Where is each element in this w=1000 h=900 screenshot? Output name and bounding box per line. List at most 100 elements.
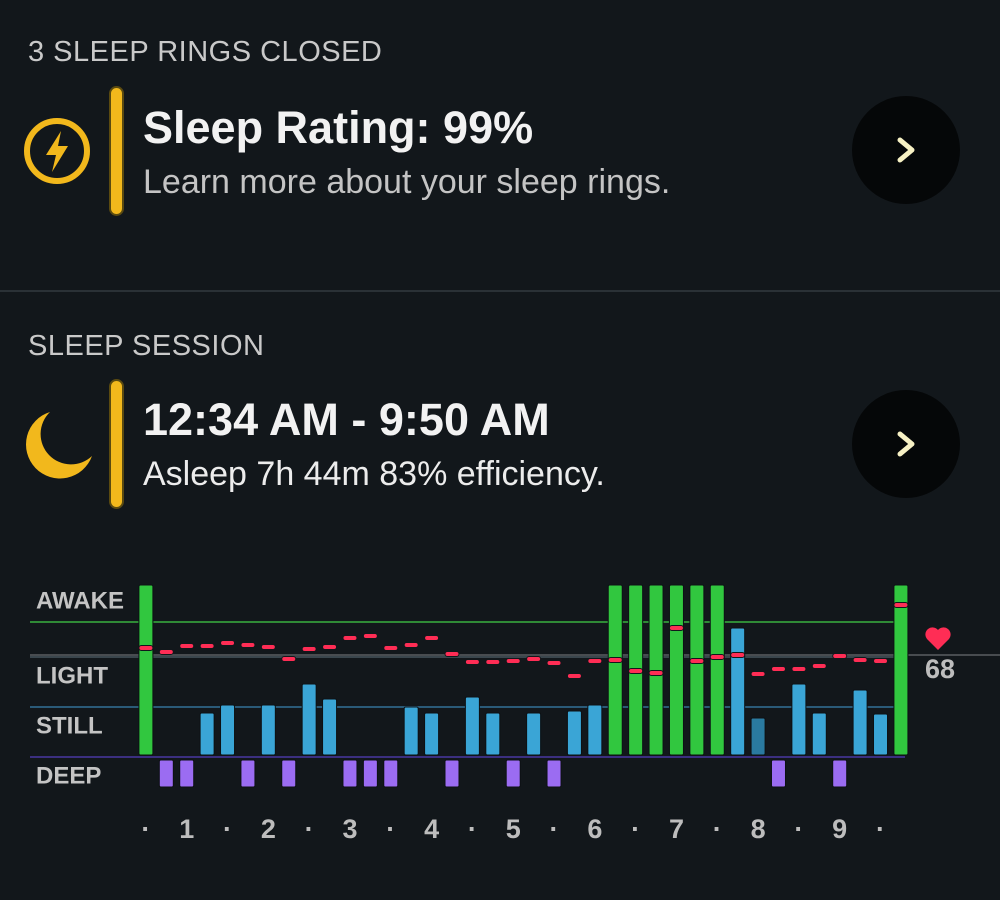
stage-bar bbox=[668, 584, 684, 756]
heart-rate-dash bbox=[260, 644, 276, 650]
heart-rate-dash bbox=[158, 649, 174, 655]
heart-rate-dash bbox=[403, 642, 419, 648]
heart-rate-dash bbox=[750, 671, 766, 677]
stage-bar bbox=[464, 696, 480, 756]
stage-bar bbox=[199, 712, 215, 756]
stage-bar bbox=[893, 584, 909, 756]
heart-icon bbox=[925, 627, 951, 650]
deep-bar bbox=[179, 759, 195, 788]
x-tick-label: 5 bbox=[506, 814, 521, 844]
x-tick-label: 6 bbox=[587, 814, 602, 844]
heart-rate-dash bbox=[546, 660, 562, 666]
heart-rate-dash bbox=[587, 658, 603, 664]
y-tick-label: STILL bbox=[36, 712, 103, 739]
deep-bar bbox=[444, 759, 460, 788]
y2-tick-label: 68 bbox=[925, 654, 955, 684]
accent-bar bbox=[109, 379, 124, 509]
x-tick-label: 7 bbox=[669, 814, 684, 844]
stage-bar bbox=[526, 712, 542, 756]
sleep-chart: AWAKE LIGHT STILL DEEP 68 · 1 · 2 · 3 · 4 · 5 · 6 · 7 · 8 · 9 · bbox=[30, 584, 1000, 844]
stage-bar bbox=[730, 627, 746, 756]
heart-rate-dash bbox=[689, 658, 705, 664]
x-tick-label: · bbox=[386, 814, 395, 844]
deep-bar bbox=[770, 759, 786, 788]
stage-bar bbox=[485, 712, 501, 756]
heart-rate-dash bbox=[730, 652, 746, 658]
x-tick-label: · bbox=[468, 814, 477, 844]
heart-rate-dash bbox=[485, 659, 501, 665]
x-tick-label: · bbox=[223, 814, 232, 844]
heart-rate-dash bbox=[179, 643, 195, 649]
heart-rate-dash bbox=[770, 666, 786, 672]
heart-rate-dash bbox=[301, 646, 317, 652]
accent-bar bbox=[109, 86, 124, 216]
heart-rate-dash bbox=[526, 656, 542, 662]
deep-bar bbox=[158, 759, 174, 788]
heart-rate-dash bbox=[322, 644, 338, 650]
heart-rate-dash bbox=[832, 653, 848, 659]
stage-bar bbox=[322, 698, 338, 756]
stage-bar bbox=[852, 689, 868, 756]
stage-bar bbox=[607, 584, 623, 756]
x-tick-label: · bbox=[550, 814, 559, 844]
deep-bar bbox=[832, 759, 848, 788]
heart-rate-dash bbox=[628, 668, 644, 674]
stage-bar bbox=[689, 584, 705, 756]
deep-bar bbox=[240, 759, 256, 788]
heart-rate-dash bbox=[444, 651, 460, 657]
heart-rate-dash bbox=[505, 658, 521, 664]
x-tick-label: 8 bbox=[751, 814, 766, 844]
x-tick-label: · bbox=[713, 814, 722, 844]
open-button[interactable] bbox=[852, 96, 960, 204]
section-heading: SLEEP SESSION bbox=[28, 330, 264, 362]
heart-rate-dash bbox=[362, 633, 378, 639]
x-tick-label: 2 bbox=[261, 814, 276, 844]
heart-rate-dash bbox=[873, 658, 889, 664]
stage-bar bbox=[138, 584, 154, 756]
stage-bar bbox=[709, 584, 725, 756]
heart-rate-dash bbox=[424, 635, 440, 641]
heart-rate-dash bbox=[668, 625, 684, 631]
y-tick-label: LIGHT bbox=[36, 662, 108, 689]
stage-bar bbox=[424, 712, 440, 756]
open-button[interactable] bbox=[852, 390, 960, 498]
heart-rate-dash bbox=[464, 659, 480, 665]
moon-icon bbox=[26, 412, 92, 479]
stage-bar bbox=[301, 683, 317, 756]
y-tick-label: AWAKE bbox=[36, 587, 124, 614]
section-heading: 3 SLEEP RINGS CLOSED bbox=[28, 36, 382, 68]
stage-bar bbox=[260, 704, 276, 756]
x-tick-label: · bbox=[876, 814, 885, 844]
x-tick-label: · bbox=[141, 814, 150, 844]
x-tick-label: 3 bbox=[342, 814, 357, 844]
divider bbox=[0, 290, 1000, 292]
heart-rate-dash bbox=[852, 657, 868, 663]
deep-bar bbox=[342, 759, 358, 788]
rating-title: Sleep Rating: 99% bbox=[143, 102, 533, 153]
heart-rate-dash bbox=[648, 670, 664, 676]
deep-bar bbox=[281, 759, 297, 788]
x-tick-label: 9 bbox=[832, 814, 847, 844]
deep-bar bbox=[383, 759, 399, 788]
stage-bar bbox=[566, 710, 582, 756]
session-summary: Asleep 7h 44m 83% efficiency. bbox=[143, 455, 605, 493]
heart-rate-dash bbox=[709, 654, 725, 660]
heart-rate-dash bbox=[342, 635, 358, 641]
heart-rate-dash bbox=[220, 640, 236, 646]
session-time: 12:34 AM - 9:50 AM bbox=[143, 394, 550, 445]
x-tick-label: 4 bbox=[424, 814, 439, 844]
heart-rate-dash bbox=[607, 657, 623, 663]
y-tick-label: DEEP bbox=[36, 762, 101, 789]
stage-bar bbox=[791, 683, 807, 756]
heart-rate-dash bbox=[281, 656, 297, 662]
stage-bar bbox=[873, 713, 889, 756]
heart-rate-dash bbox=[383, 645, 399, 651]
stage-bar bbox=[811, 712, 827, 756]
heart-rate-dash bbox=[811, 663, 827, 669]
stage-bar bbox=[220, 704, 236, 756]
x-tick-label: · bbox=[631, 814, 640, 844]
heart-rate-dash bbox=[138, 645, 154, 651]
rating-subtitle: Learn more about your sleep rings. bbox=[143, 163, 670, 201]
